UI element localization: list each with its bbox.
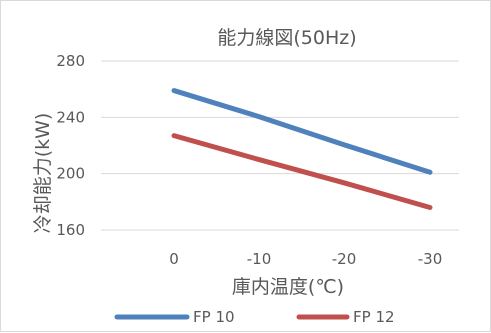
gridlines <box>101 60 459 231</box>
legend-label: FP 10 <box>193 308 235 326</box>
y-tick-label: 200 <box>56 165 85 183</box>
x-tick-label: -30 <box>418 250 443 268</box>
y-tick-label: 280 <box>56 52 85 70</box>
legend: FP 10 FP 12 <box>114 308 395 326</box>
x-tick-label: -20 <box>332 250 357 268</box>
legend-label: FP 12 <box>353 308 395 326</box>
y-axis-title: 冷却能力(kW) <box>32 113 54 234</box>
series-line <box>171 133 433 210</box>
x-axis-title: 庫内温度(℃) <box>232 276 344 298</box>
series-line <box>171 88 433 175</box>
x-tick-label: -10 <box>247 250 272 268</box>
y-tick-label: 240 <box>56 108 85 126</box>
y-axis-ticks: 160 200 240 280 <box>56 52 85 239</box>
series-lines <box>171 88 433 210</box>
x-axis-ticks: 0 -10 -20 -30 <box>169 250 442 268</box>
y-tick-label: 160 <box>56 221 85 239</box>
chart-title: 能力線図(50Hz) <box>217 27 356 49</box>
x-tick-label: 0 <box>169 250 179 268</box>
